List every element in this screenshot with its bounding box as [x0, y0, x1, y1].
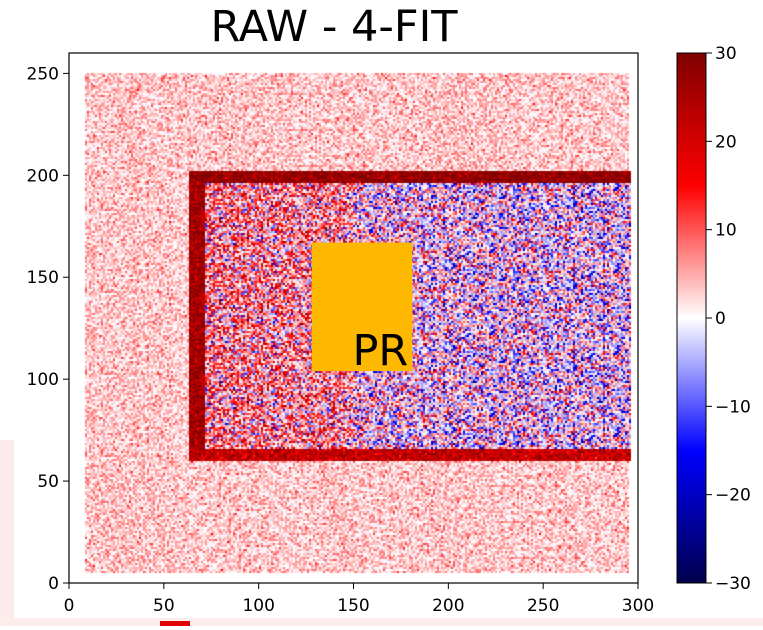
- colorbar-tick-label: −10: [715, 397, 751, 417]
- y-tick-label: 50: [37, 472, 59, 492]
- colorbar: [676, 52, 707, 584]
- x-tick-label: 300: [622, 596, 654, 616]
- edge-artifact-left: [0, 440, 14, 626]
- y-tick-label: 250: [27, 64, 59, 84]
- y-tick-label: 150: [27, 268, 59, 288]
- y-tick-label: 200: [27, 166, 59, 186]
- colorbar-tick-label: 30: [715, 44, 737, 64]
- colorbar-tick-label: 0: [715, 309, 726, 329]
- x-tick-label: 100: [242, 596, 274, 616]
- colorbar-tick-label: −20: [715, 486, 751, 506]
- x-tick-label: 200: [432, 596, 464, 616]
- colorbar-tick-label: 10: [715, 221, 737, 241]
- pr-label: PR: [352, 326, 408, 376]
- colorbar-tick-label: −30: [715, 574, 751, 594]
- y-tick-label: 0: [48, 574, 59, 594]
- edge-artifact-red-mark: [160, 621, 190, 626]
- y-tick-label: 100: [27, 370, 59, 390]
- x-tick-label: 250: [527, 596, 559, 616]
- x-tick-label: 0: [64, 596, 75, 616]
- x-tick-label: 150: [337, 596, 369, 616]
- x-tick-label: 50: [153, 596, 175, 616]
- colorbar-tick-label: 20: [715, 132, 737, 152]
- pr-box: [311, 242, 413, 371]
- edge-artifact-bottom: [0, 618, 763, 626]
- chart-title: RAW - 4-FIT: [210, 2, 458, 52]
